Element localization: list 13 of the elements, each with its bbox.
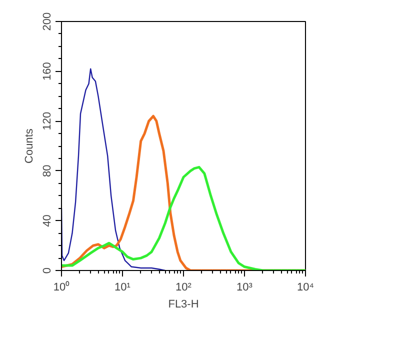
y-tick-label: 160 <box>42 62 54 80</box>
x-tick-label: 10² <box>176 282 192 294</box>
y-tick-label: 0 <box>42 267 54 274</box>
y-tick-label: 120 <box>42 112 54 130</box>
y-tick-label: 80 <box>42 164 54 178</box>
y-axis-title: Counts <box>24 128 36 164</box>
x-tick-label: 10¹ <box>114 282 131 294</box>
y-tick-label: 40 <box>42 214 54 227</box>
x-tick-label: 10⁰ <box>53 280 70 294</box>
x-tick-label: 10³ <box>236 282 253 294</box>
x-axis-title: FL3-H <box>168 298 199 310</box>
x-tick-label: 10⁴ <box>297 282 314 294</box>
y-tick-label: 200 <box>42 12 54 31</box>
